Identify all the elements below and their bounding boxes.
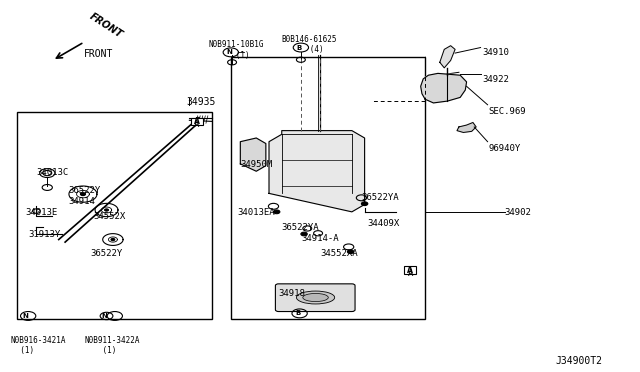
Text: A: A [194, 119, 199, 129]
Text: A: A [194, 117, 200, 126]
Text: 36522Y: 36522Y [68, 186, 100, 195]
Circle shape [301, 232, 307, 236]
Text: 34935: 34935 [186, 97, 216, 108]
Text: FRONT: FRONT [84, 49, 114, 60]
Text: N0B911-10B1G
      (1): N0B911-10B1G (1) [209, 40, 264, 60]
Circle shape [104, 209, 108, 211]
Polygon shape [269, 131, 365, 212]
Ellipse shape [303, 294, 328, 302]
Text: 36522YA: 36522YA [282, 223, 319, 232]
Circle shape [81, 193, 86, 196]
Text: N: N [102, 313, 108, 319]
Text: 34914-A: 34914-A [301, 234, 339, 243]
Text: 36522Y: 36522Y [91, 249, 123, 258]
Circle shape [111, 238, 115, 241]
Text: 34914: 34914 [68, 197, 95, 206]
Text: 34013EA: 34013EA [237, 208, 275, 217]
Text: 34922: 34922 [483, 75, 509, 84]
Ellipse shape [296, 291, 335, 304]
Text: 34409X: 34409X [368, 219, 400, 228]
Text: J34900T2: J34900T2 [556, 356, 603, 366]
Text: B: B [295, 310, 300, 316]
Text: SEC.969: SEC.969 [489, 107, 527, 116]
FancyBboxPatch shape [191, 118, 203, 125]
Polygon shape [457, 122, 476, 132]
Text: 36522YA: 36522YA [362, 193, 399, 202]
Text: 34950M: 34950M [241, 160, 273, 169]
Polygon shape [440, 46, 455, 68]
Polygon shape [241, 138, 266, 171]
Text: 34013C: 34013C [36, 167, 68, 177]
Text: N0B911-3422A
    (1): N0B911-3422A (1) [84, 336, 140, 355]
Text: N: N [22, 313, 29, 319]
Text: 34552XA: 34552XA [320, 249, 358, 258]
Circle shape [273, 210, 280, 214]
Text: 34552X: 34552X [94, 212, 126, 221]
Polygon shape [420, 73, 467, 103]
Text: N: N [226, 49, 232, 55]
FancyBboxPatch shape [275, 284, 355, 311]
Text: 31913Y: 31913Y [28, 230, 60, 239]
Text: FRONT: FRONT [88, 12, 124, 40]
Text: N0B916-3421A
  (1): N0B916-3421A (1) [11, 336, 67, 355]
Bar [231, 57, 425, 319]
Circle shape [362, 202, 368, 206]
Text: 96940Y: 96940Y [489, 144, 521, 153]
Text: 34013E: 34013E [26, 208, 58, 217]
Bar [17, 112, 212, 319]
Text: A: A [408, 269, 413, 278]
Text: 34918: 34918 [278, 289, 305, 298]
Text: B: B [296, 45, 301, 51]
Circle shape [348, 250, 354, 254]
Text: B0B146-61625
      (4): B0B146-61625 (4) [282, 35, 337, 54]
Text: A: A [407, 266, 413, 275]
FancyBboxPatch shape [404, 266, 415, 274]
Text: 34902: 34902 [505, 208, 532, 217]
Text: 34910: 34910 [483, 48, 509, 57]
